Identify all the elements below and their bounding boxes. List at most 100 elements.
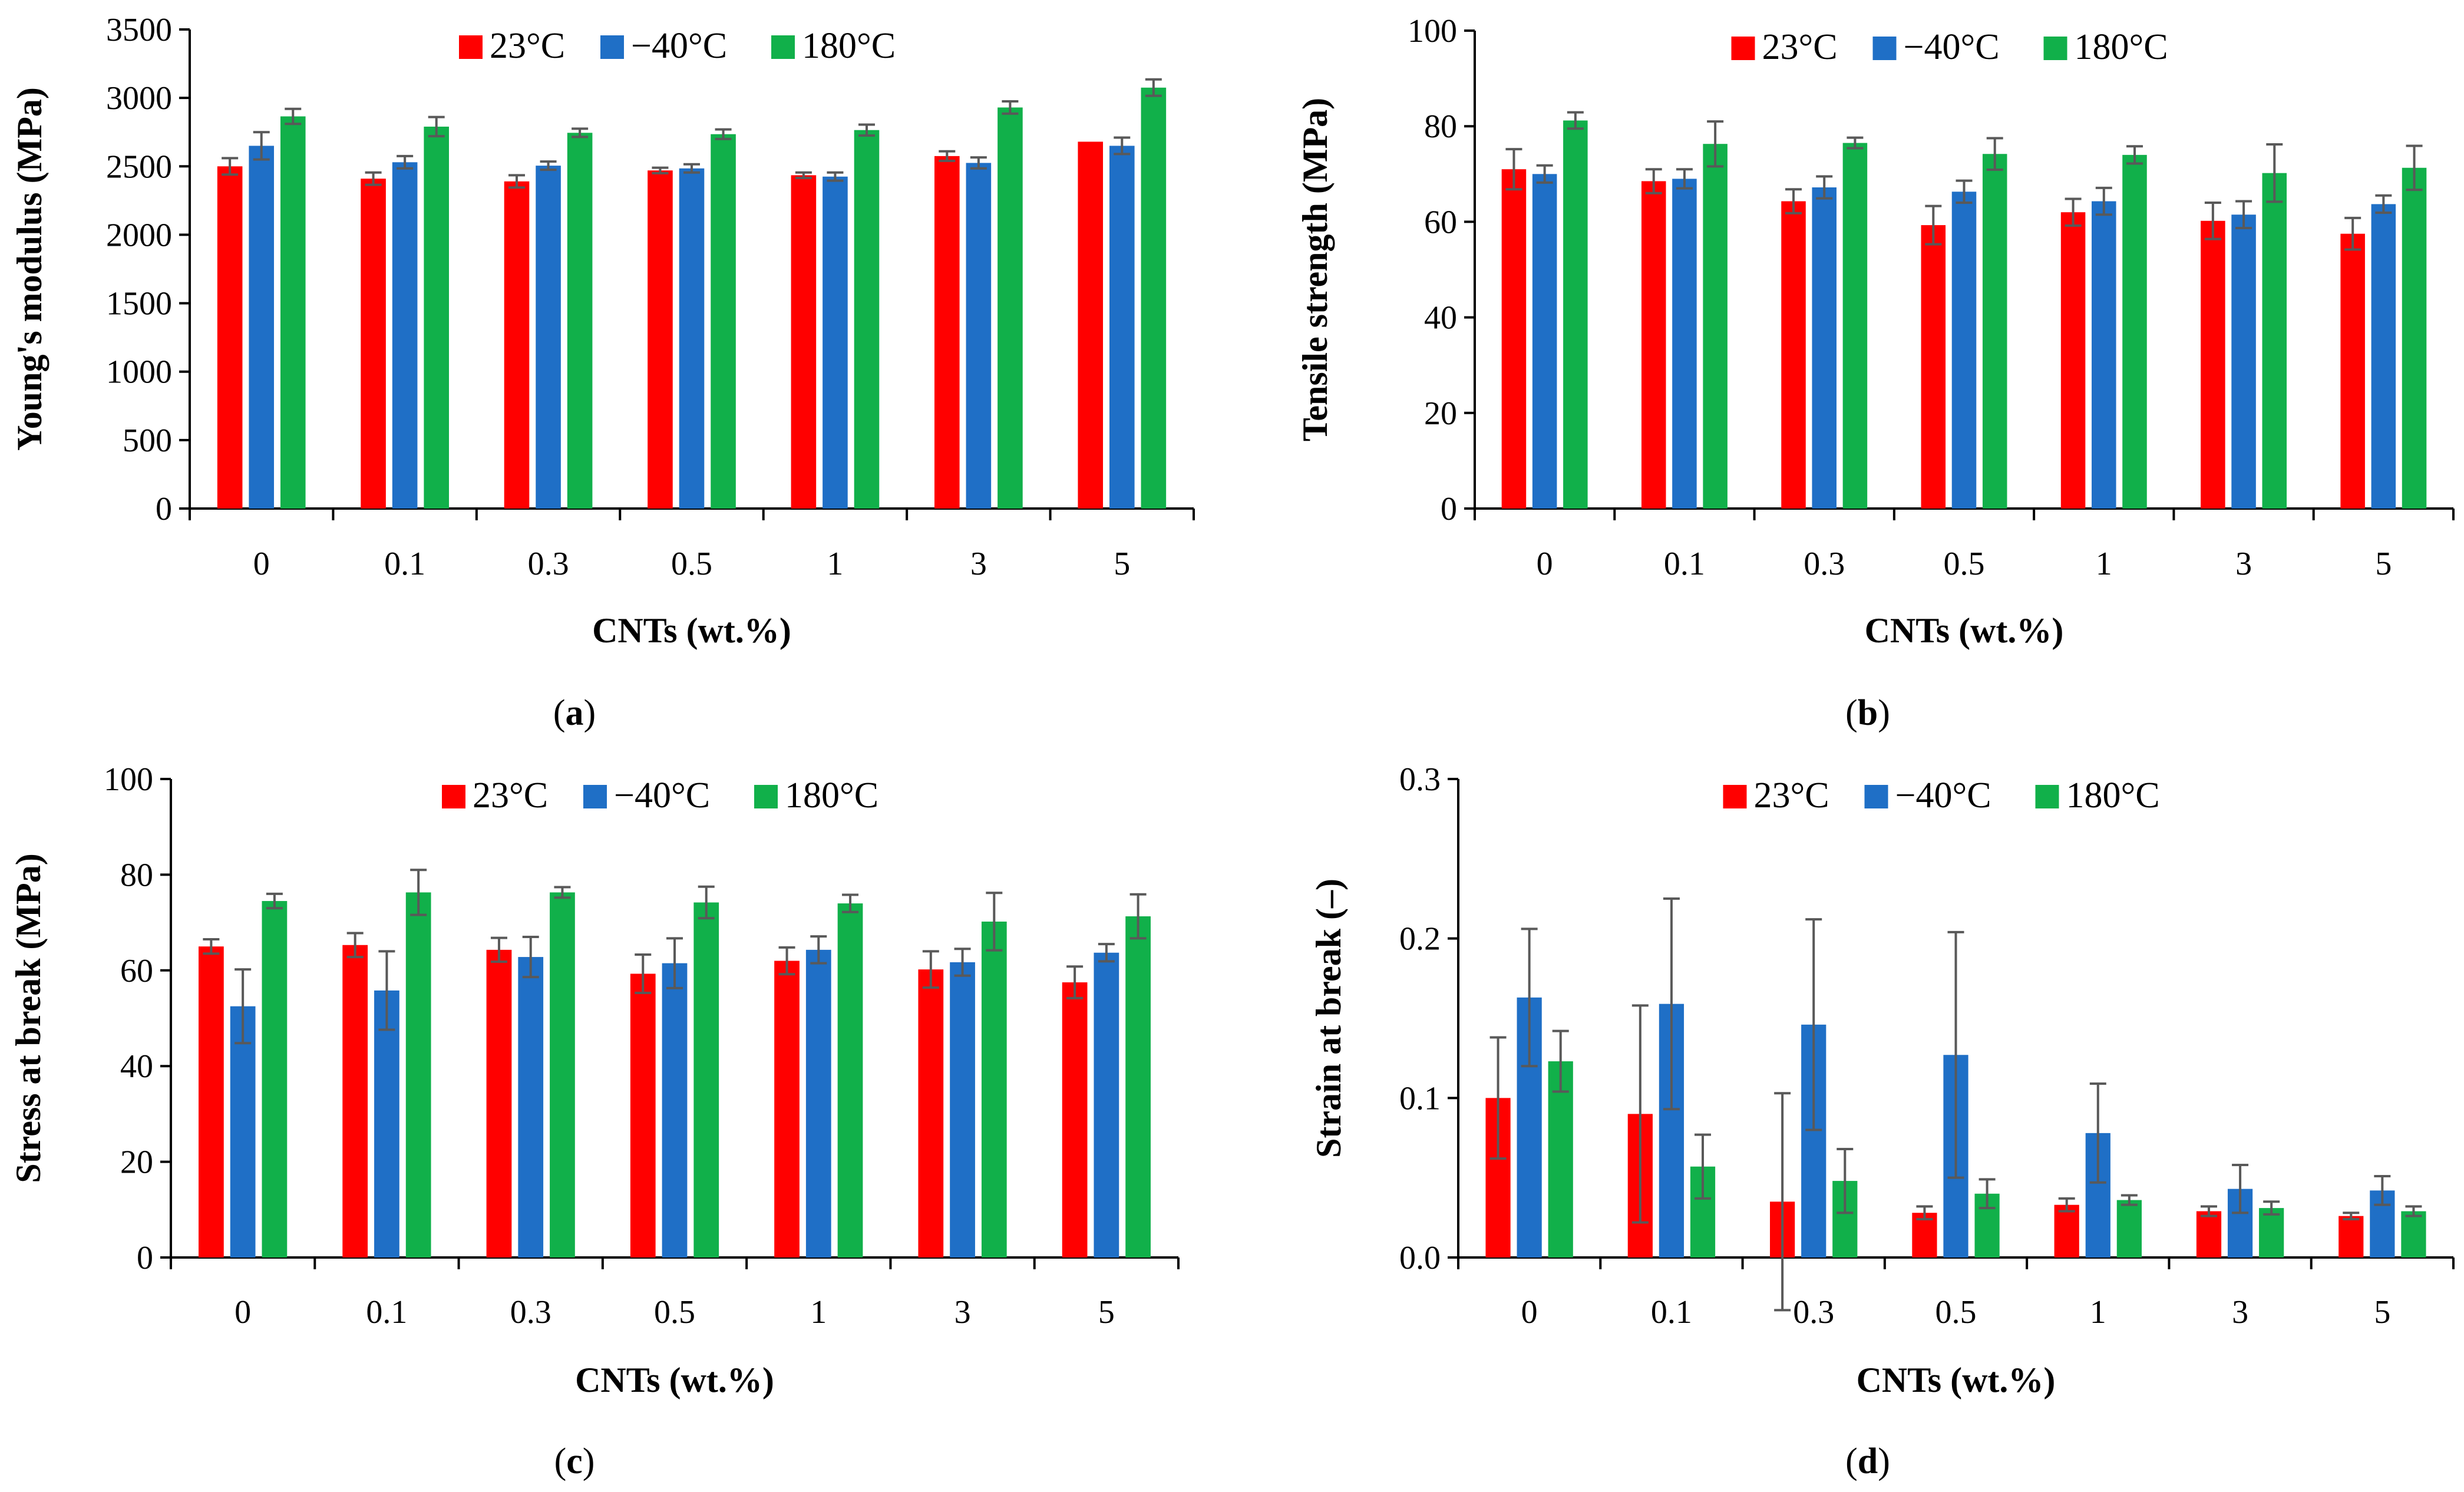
error-bar <box>635 953 652 994</box>
y-tick-label: 100 <box>104 761 153 798</box>
error-bar <box>572 127 589 138</box>
error-bar <box>1916 1205 1933 1221</box>
bar-t180-0.3 <box>1842 143 1868 509</box>
y-tick-label: 60 <box>120 953 153 989</box>
legend-swatch <box>754 785 778 808</box>
error-bar <box>554 886 571 899</box>
error-bar <box>1707 120 1724 168</box>
bar-t180-0 <box>280 116 306 509</box>
error-bar <box>683 163 700 174</box>
bar-t180-0.3 <box>550 892 575 1257</box>
bar-t180-0 <box>262 901 288 1257</box>
bar-t23-1 <box>774 960 800 1257</box>
bar-t23-0 <box>217 166 243 509</box>
bar-t180-5 <box>1141 87 1167 509</box>
bar-t23-5 <box>1062 982 1088 1257</box>
bar-t180-0.5 <box>1982 154 2007 509</box>
bar-t180-0.1 <box>405 892 431 1257</box>
bar-t23-0.5 <box>1921 225 1946 509</box>
bar-t180-3 <box>981 921 1007 1257</box>
y-tick-label: 20 <box>1424 395 1457 432</box>
error-bar <box>939 150 956 162</box>
error-bar <box>2204 201 2221 240</box>
bar-tm40-0 <box>249 146 275 509</box>
bar-tm40-0.5 <box>1951 192 1977 509</box>
bar-tm40-5 <box>1109 146 1135 509</box>
bar-tm40-3 <box>950 962 975 1257</box>
bar-t23-1 <box>2060 212 2086 509</box>
x-tick-label: 0.1 <box>1651 1294 1692 1331</box>
error-bar <box>2089 1082 2106 1184</box>
y-tick-label: 2000 <box>106 217 172 253</box>
bar-t23-0.1 <box>361 179 386 509</box>
bar-t180-1 <box>854 130 880 509</box>
error-bar <box>1552 1029 1569 1093</box>
bar-t180-5 <box>2401 1211 2426 1257</box>
bar-t23-5 <box>2340 233 2365 509</box>
x-tick-label: 0 <box>234 1294 251 1331</box>
x-tick-label: 0.5 <box>671 546 712 582</box>
bar-tm40-1 <box>823 176 848 509</box>
legend-swatch <box>1723 785 1747 808</box>
bar-t23-0.3 <box>504 181 530 509</box>
bar-t180-1 <box>2116 1200 2142 1257</box>
error-bar <box>1645 168 1662 194</box>
y-tick-label: 1500 <box>106 286 172 322</box>
bar-t23-0.3 <box>486 949 512 1257</box>
error-bar <box>253 131 270 161</box>
error-bar <box>2126 145 2143 165</box>
bar-t23-3 <box>934 156 960 509</box>
error-bar <box>1114 136 1131 156</box>
error-bar <box>1129 893 1147 940</box>
error-bar <box>1663 897 1680 1111</box>
y-tick-label: 40 <box>1424 300 1457 336</box>
error-bar <box>2095 186 2112 216</box>
legend-label: −40°C <box>1895 775 1991 816</box>
y-tick-label: 0 <box>1441 491 1457 527</box>
error-bar <box>266 892 283 910</box>
y-tick-label: 0 <box>156 491 172 527</box>
bar-t180-0.5 <box>693 902 719 1257</box>
y-tick-label: 2500 <box>106 148 172 185</box>
error-bar <box>1098 943 1115 963</box>
legend-label: −40°C <box>1904 27 2000 67</box>
error-bar <box>1956 179 1973 204</box>
bar-t23-0.5 <box>648 170 673 509</box>
bar-t23-5 <box>2339 1216 2364 1257</box>
bar-t23-3 <box>2201 220 2225 509</box>
error-bar <box>1774 1092 1791 1312</box>
bar-t180-3 <box>2262 173 2287 509</box>
bar-t23-3 <box>918 969 944 1257</box>
error-bar <box>922 950 939 989</box>
error-bar <box>508 174 526 189</box>
bar-t180-1 <box>2122 154 2147 509</box>
error-bar <box>2405 1205 2422 1217</box>
y-tick-label: 100 <box>1408 13 1457 49</box>
bar-t23-0 <box>199 946 224 1257</box>
x-tick-label: 3 <box>954 1294 971 1331</box>
error-bar <box>2406 144 2423 192</box>
error-bar <box>2263 1200 2280 1216</box>
x-tick-label: 1 <box>810 1294 827 1331</box>
y-tick-label: 0.0 <box>1399 1240 1441 1276</box>
y-tick-label: 500 <box>123 422 172 459</box>
legend-swatch <box>771 35 795 59</box>
error-bar <box>1145 78 1162 97</box>
panel-caption: (a) <box>553 693 596 733</box>
y-axis-title: Strain at break (–) <box>1309 879 1348 1158</box>
bar-tm40-3 <box>966 163 992 509</box>
legend-swatch <box>1864 785 1888 808</box>
y-tick-label: 3500 <box>106 12 172 48</box>
error-bar <box>1676 168 1693 190</box>
error-bar <box>778 946 795 976</box>
bar-t180-3 <box>2259 1208 2284 1257</box>
error-bar <box>2065 197 2082 227</box>
error-bar <box>1521 927 1538 1068</box>
legend: 23°C −40°C 180°C <box>459 26 896 66</box>
error-bar <box>715 128 732 140</box>
error-bar <box>2232 1164 2249 1214</box>
error-bar <box>2235 200 2252 229</box>
error-bar <box>986 892 1003 952</box>
error-bar <box>810 935 827 965</box>
